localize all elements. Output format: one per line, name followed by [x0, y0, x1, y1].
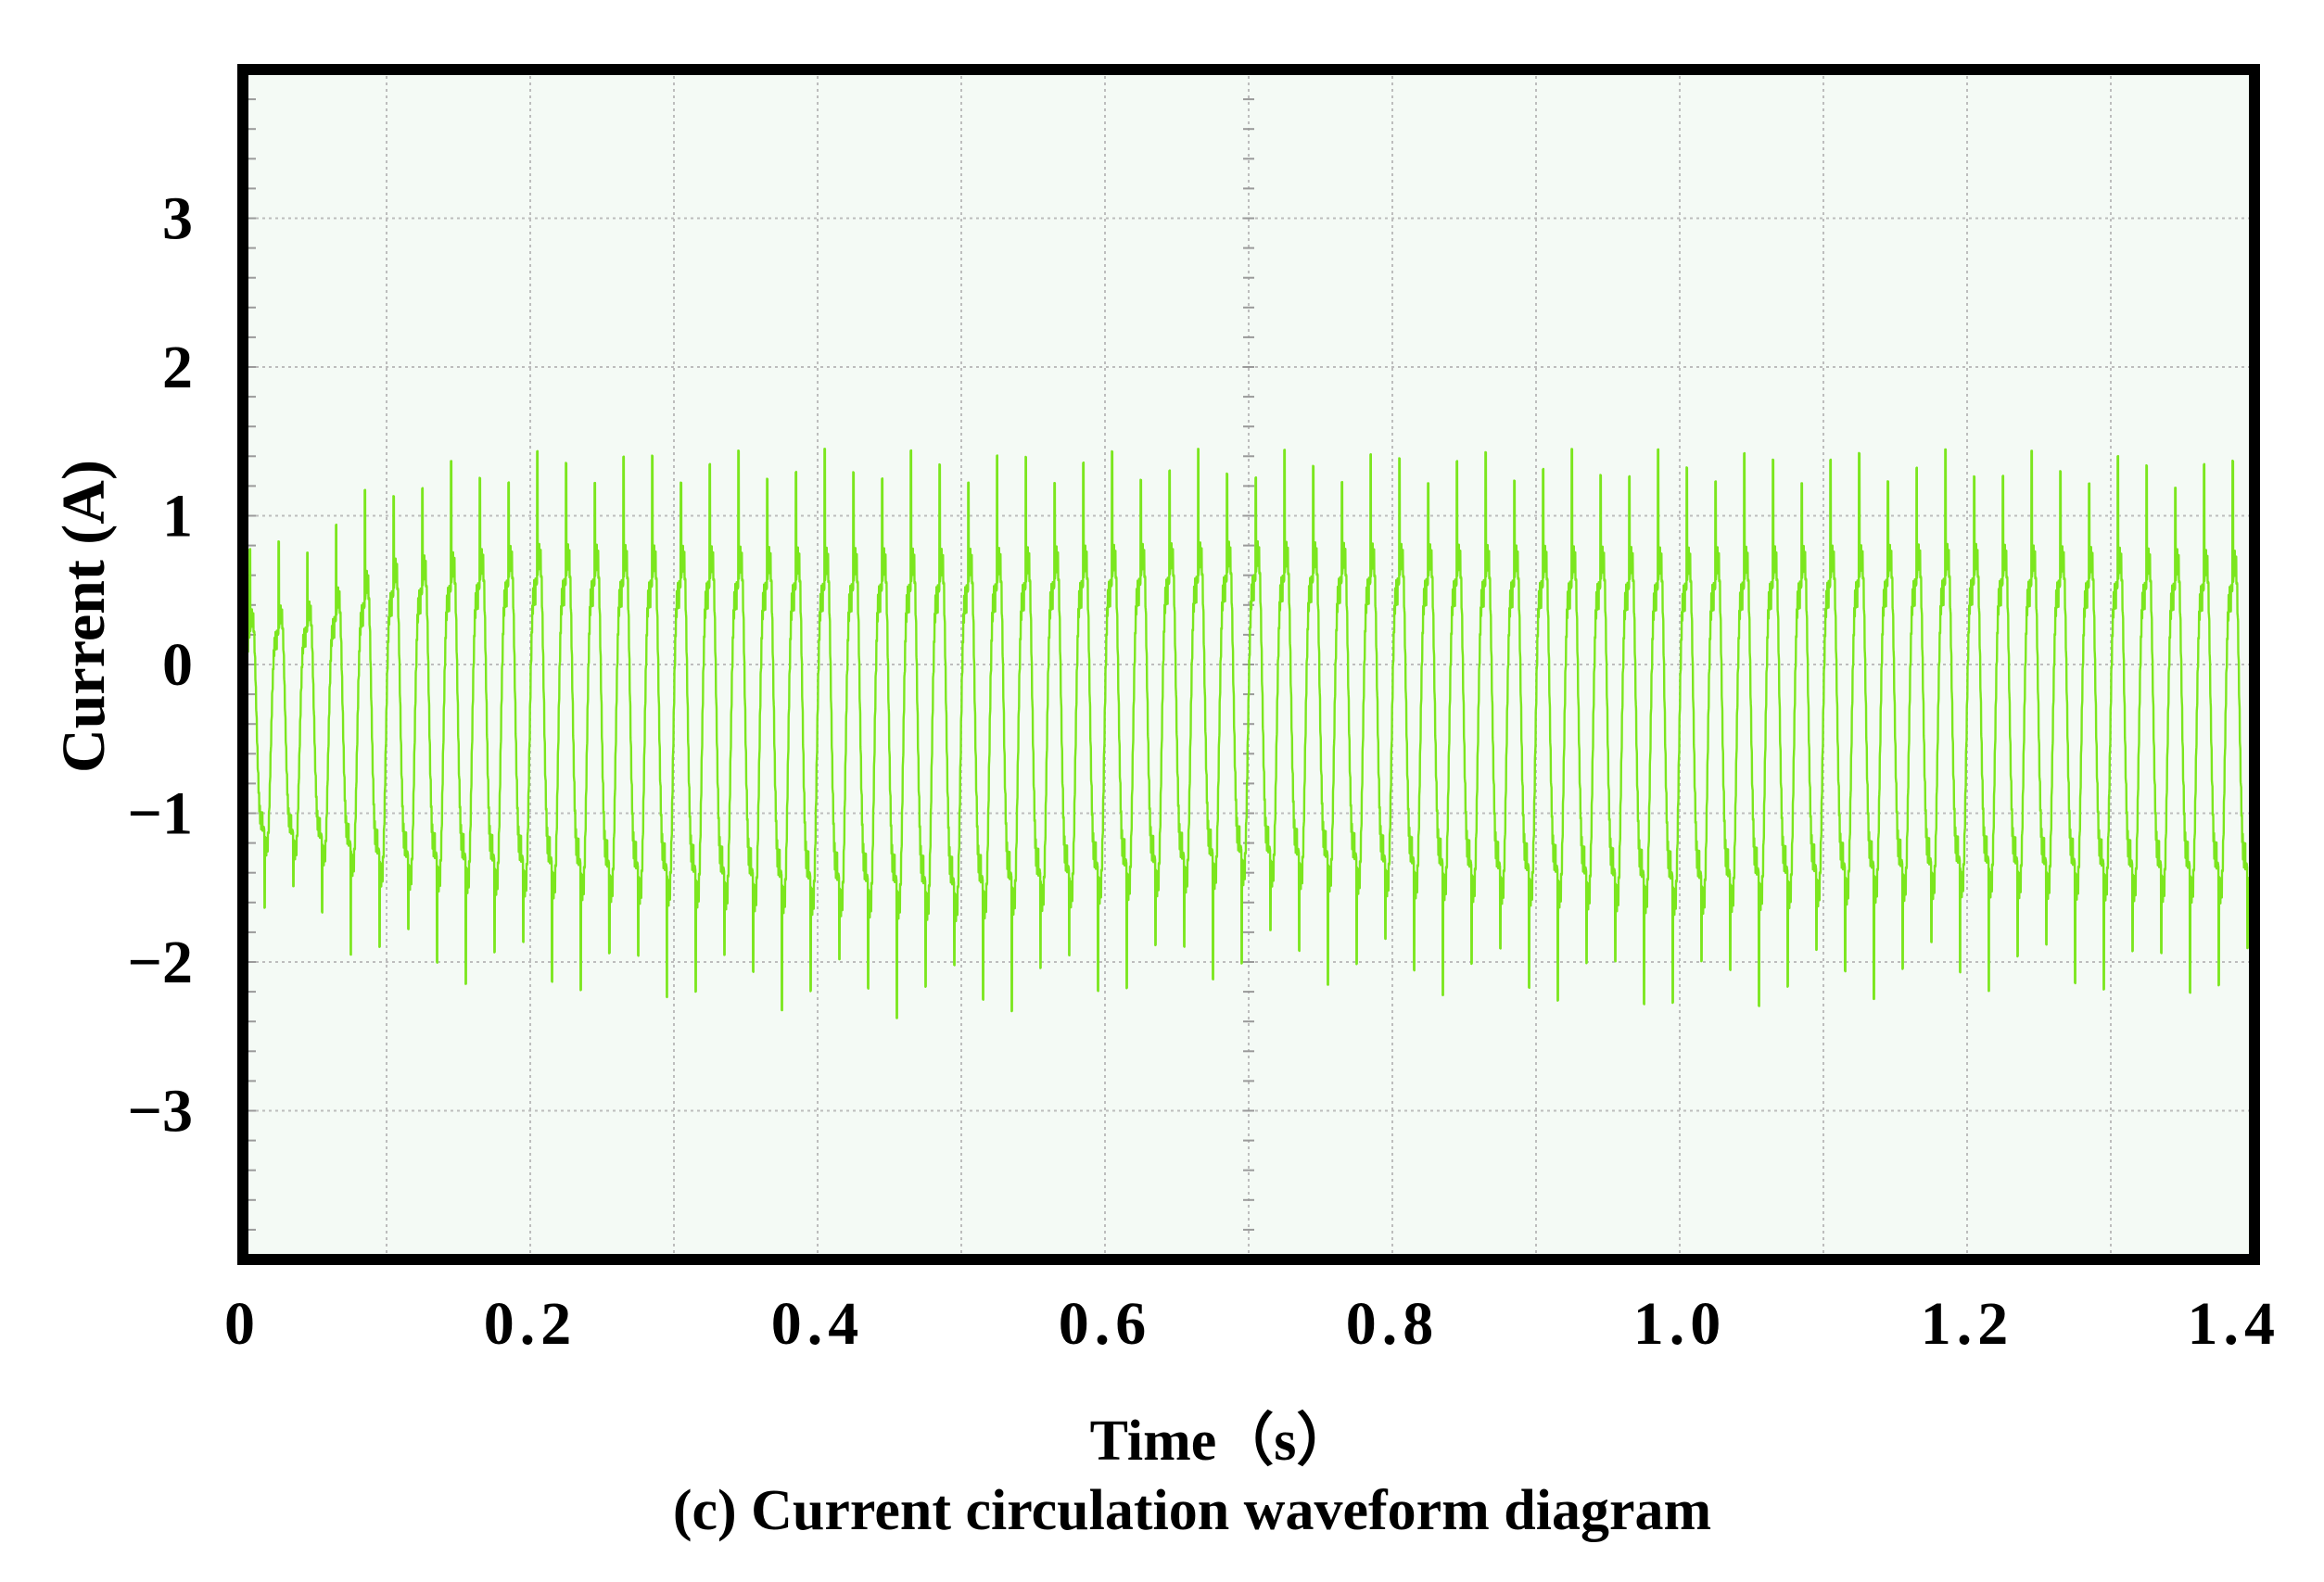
y-tick-label: 0	[162, 631, 193, 699]
x-tick-label: 0	[224, 1290, 260, 1358]
y-tick-label: 1	[162, 483, 193, 551]
x-tick-label: 0.2	[484, 1290, 578, 1358]
y-tick-label: −3	[127, 1078, 193, 1145]
x-tick-label: 1.2	[1921, 1290, 2014, 1358]
x-tick-labels: 0 0.2 0.4 0.6 0.8 1.0 1.2 1.4	[224, 1290, 2281, 1358]
x-tick-label: 0.4	[771, 1290, 865, 1358]
chart-title: (c) Current circulation waveform diagram	[673, 1479, 1711, 1542]
y-tick-label: −2	[127, 929, 193, 996]
x-tick-label: 1.0	[1633, 1290, 1727, 1358]
x-tick-label: 1.4	[2188, 1290, 2281, 1358]
x-tick-label: 0.8	[1346, 1290, 1440, 1358]
x-axis-title: Time（s）	[1090, 1408, 1354, 1473]
plot-frame	[237, 64, 2260, 1265]
y-tick-label: −1	[127, 780, 193, 848]
y-tick-label: 3	[162, 185, 193, 253]
series-line	[241, 448, 2256, 1019]
y-tick-label: 2	[162, 334, 193, 401]
waveform-series	[241, 448, 2256, 1019]
x-tick-label: 0.6	[1059, 1290, 1152, 1358]
y-axis-title: Current (A)	[50, 460, 118, 773]
y-tick-labels: 3 2 1 0 −1 −2 −3	[127, 185, 193, 1145]
